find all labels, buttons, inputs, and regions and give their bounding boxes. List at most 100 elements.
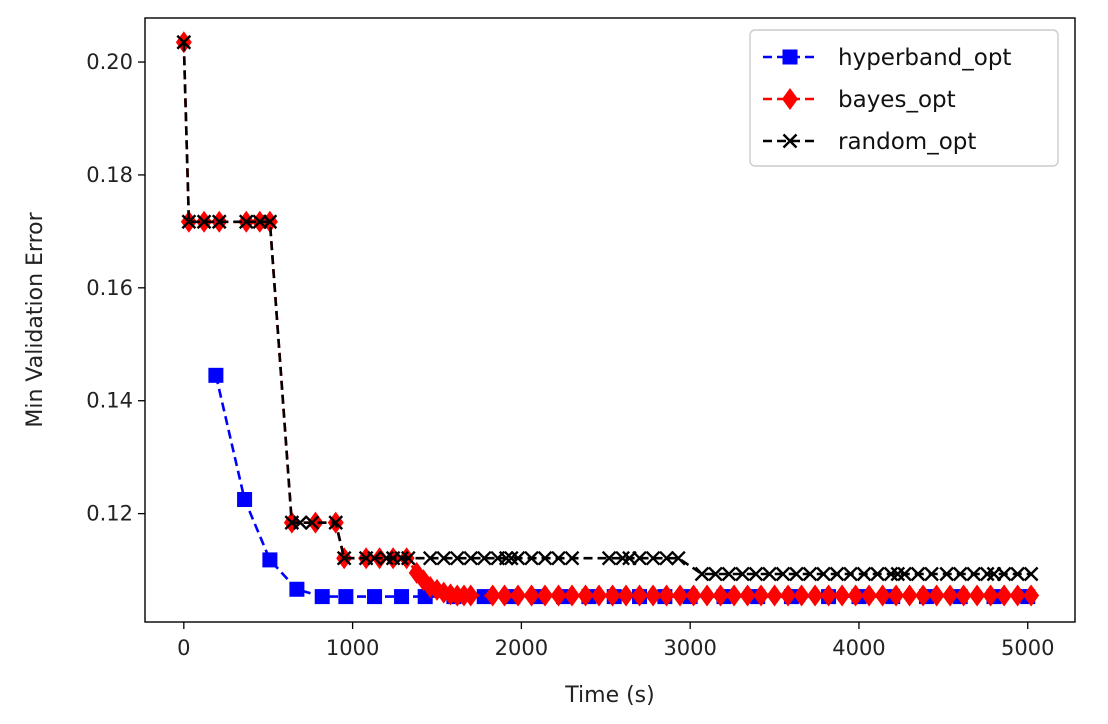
data-point-random_opt [721, 566, 737, 582]
data-point-bayes_opt [1023, 584, 1040, 607]
data-point-random_opt [367, 550, 382, 566]
data-point-random_opt [708, 566, 723, 582]
data-point-bayes_opt [496, 584, 513, 607]
series-line-random_opt [182, 42, 1032, 576]
data-point-random_opt [856, 566, 872, 582]
data-point-random_opt [510, 550, 526, 566]
data-point-hyperband_opt [314, 589, 330, 605]
data-point-random_opt [328, 515, 344, 530]
x-tick-label: 3000 [663, 636, 716, 660]
y-tick-label: 0.20 [86, 50, 133, 74]
data-point-random_opt [551, 550, 566, 566]
data-point-hyperband_opt [208, 367, 224, 383]
legend-items: hyperband_opt bayes_opt random_opt [763, 45, 1011, 155]
data-point-bayes_opt [631, 584, 648, 607]
data-point-random_opt [304, 515, 320, 530]
data-point-random_opt [379, 550, 394, 566]
data-point-bayes_opt [726, 584, 743, 607]
legend-box [749, 29, 1059, 167]
legend: hyperband_opt bayes_opt random_opt [749, 29, 1059, 167]
y-tick-label: 0.18 [86, 163, 133, 187]
data-point-random_opt [735, 566, 750, 582]
data-point-bayes_opt [942, 584, 959, 607]
data-point-random_opt [176, 34, 192, 50]
data-point-bayes_opt [712, 584, 729, 607]
legend-label: random_opt [838, 129, 976, 155]
data-point-random_opt [659, 550, 674, 566]
data-point-bayes_opt [780, 584, 797, 607]
data-point-random_opt [292, 515, 308, 530]
y-tick-label: 0.12 [86, 502, 133, 526]
data-point-bayes_opt [861, 584, 878, 607]
legend-label: hyperband_opt [838, 45, 1011, 71]
data-point-bayes_opt [550, 584, 567, 607]
data-point-bayes_opt [564, 584, 581, 607]
data-point-random_opt [939, 566, 955, 582]
data-point-random_opt [897, 566, 912, 582]
data-point-random_opt [537, 550, 553, 566]
data-point-bayes_opt [645, 584, 662, 607]
data-point-bayes_opt [847, 584, 864, 607]
data-point-random_opt [890, 566, 906, 582]
x-axis-label: Time (s) [564, 683, 654, 708]
data-point-bayes_opt [996, 584, 1013, 607]
data-point-random_opt [524, 550, 539, 566]
data-point-hyperband_opt [367, 589, 383, 605]
data-point-hyperband_opt [289, 581, 305, 597]
data-point-bayes_opt [766, 584, 783, 607]
data-point-random_opt [694, 566, 710, 582]
data-point-random_opt [966, 566, 982, 582]
legend-marker [782, 133, 798, 149]
y-axis-label: Min Validation Error [23, 211, 48, 427]
data-point-bayes_opt [834, 584, 851, 607]
data-point-random_opt [645, 550, 661, 566]
data-point-random_opt [762, 566, 777, 582]
data-point-bayes_opt [523, 584, 540, 607]
data-point-random_opt [952, 566, 968, 582]
x-tick-label: 4000 [832, 636, 885, 660]
data-point-random_opt [775, 566, 791, 582]
data-point-random_opt [181, 214, 197, 230]
data-point-random_opt [1023, 566, 1039, 582]
data-point-bayes_opt [604, 584, 621, 607]
legend-item-bayes_opt: bayes_opt [763, 87, 956, 113]
data-point-random_opt [883, 566, 899, 582]
data-point-bayes_opt [807, 584, 824, 607]
data-point-bayes_opt [982, 584, 999, 607]
x-tick-label: 2000 [495, 636, 548, 660]
data-point-random_opt [196, 214, 212, 230]
data-point-random_opt [601, 550, 617, 566]
data-point-bayes_opt [537, 584, 554, 607]
data-point-bayes_opt [739, 584, 756, 607]
data-point-bayes_opt [484, 584, 501, 607]
data-point-random_opt [400, 550, 416, 566]
data-point-random_opt [476, 550, 492, 566]
data-point-random_opt [816, 566, 831, 582]
data-point-random_opt [843, 566, 858, 582]
data-point-bayes_opt [618, 584, 635, 607]
data-point-random_opt [422, 550, 438, 566]
data-point-random_opt [996, 566, 1012, 582]
data-point-bayes_opt [753, 584, 770, 607]
series-random_opt [176, 34, 1039, 582]
data-point-hyperband_opt [338, 589, 354, 605]
data-point-bayes_opt [699, 584, 716, 607]
data-point-bayes_opt [955, 584, 972, 607]
x-tick-label: 0 [177, 636, 190, 660]
data-point-random_opt [336, 550, 352, 566]
data-point-bayes_opt [820, 584, 837, 607]
data-point-random_opt [924, 566, 939, 582]
data-point-bayes_opt [1009, 584, 1026, 607]
data-point-bayes_opt [658, 584, 675, 607]
data-point-random_opt [802, 566, 818, 582]
data-point-bayes_opt [793, 584, 810, 607]
data-point-random_opt [463, 550, 479, 566]
data-point-random_opt [615, 550, 631, 566]
y-tick-label: 0.16 [86, 276, 133, 300]
data-point-bayes_opt [462, 584, 479, 607]
data-point-random_opt [564, 550, 580, 566]
data-point-bayes_opt [915, 584, 932, 607]
data-point-bayes_opt [685, 584, 702, 607]
data-point-bayes_opt [510, 584, 527, 607]
